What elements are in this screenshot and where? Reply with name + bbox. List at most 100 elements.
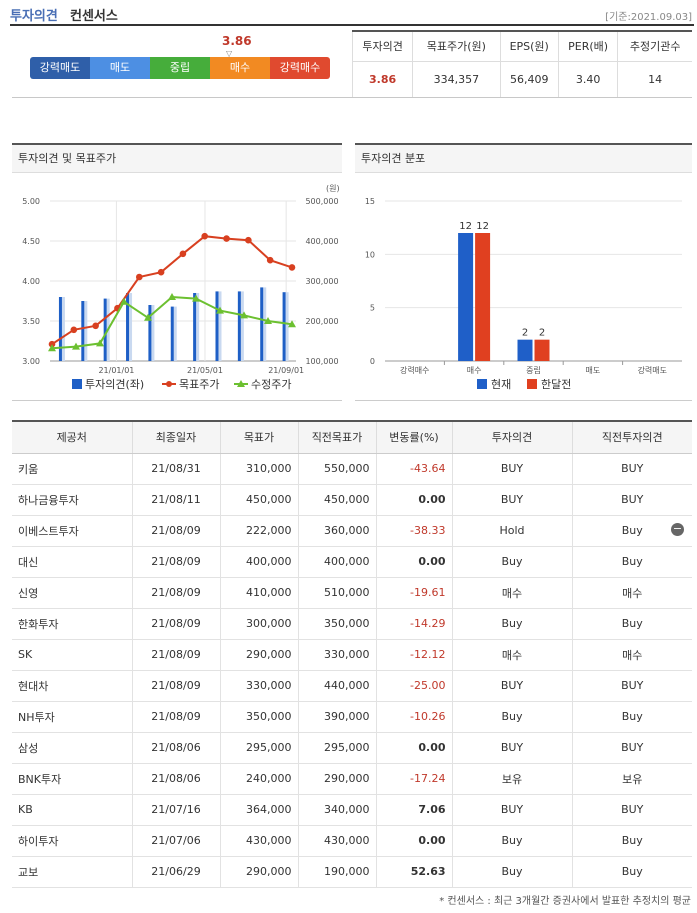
- consensus-marker-icon: ▽: [226, 49, 233, 58]
- legend-label-opinion: 투자의견(좌): [85, 378, 144, 391]
- broker-row[interactable]: 하이투자 21/07/06 430,000 430,000 0.00 Buy Buy: [12, 825, 692, 857]
- broker-cell: 295,000: [219, 732, 298, 764]
- broker-cell: -12.12: [375, 639, 452, 671]
- broker-cell: 이베스트투자: [12, 515, 132, 547]
- summary-table: 투자의견 목표주가(원) EPS(원) PER(배) 추정기관수 3.86 33…: [351, 30, 692, 97]
- broker-cell: KB: [12, 794, 132, 826]
- broker-row[interactable]: NH투자 21/08/09 350,000 390,000 -10.26 Buy Buy: [12, 701, 692, 733]
- opinion-bar-shadow: [285, 292, 289, 361]
- broker-cell: 7.06: [375, 794, 452, 826]
- y-axis-tick: 15: [365, 197, 375, 206]
- broker-cell: 삼성: [12, 732, 132, 764]
- collapse-icon[interactable]: −: [671, 521, 684, 536]
- opinion-bar: [237, 291, 241, 361]
- broker-cell: 0.00: [375, 484, 452, 516]
- broker-cell: 430,000: [297, 825, 376, 857]
- broker-cell: -14.29: [375, 608, 452, 640]
- broker-cell: 400,000: [219, 546, 298, 578]
- broker-cell: BUY: [451, 732, 572, 764]
- opinion-bar: [148, 305, 152, 361]
- broker-cell: 21/08/09: [131, 515, 220, 547]
- broker-cell: 350,000: [219, 701, 298, 733]
- x-axis-category: 매도: [586, 366, 601, 375]
- broker-cell: 450,000: [219, 484, 298, 516]
- broker-row[interactable]: 교보 21/06/29 290,000 190,000 52.63 Buy Buy: [12, 856, 692, 888]
- broker-cell: 52.63: [375, 856, 452, 888]
- target-price-line: [51, 235, 293, 346]
- broker-cell: Buy: [571, 825, 692, 857]
- bar-data-label: 2: [539, 328, 545, 339]
- broker-cell: NH투자: [12, 701, 132, 733]
- broker-cell: BUY: [571, 453, 692, 485]
- opinion-bar-shadow: [61, 297, 65, 361]
- legend-swatch-current: [477, 379, 487, 389]
- left-axis-tick: 3.50: [22, 317, 40, 326]
- broker-cell: -17.24: [375, 763, 452, 795]
- broker-row[interactable]: KB 21/07/16 364,000 340,000 7.06 BUY BUY: [12, 794, 692, 826]
- reference-date: [기준:2021.09.03]: [605, 12, 692, 23]
- current-bar: [517, 339, 533, 361]
- broker-cell: 매수: [451, 577, 572, 609]
- left-axis-tick: 4.50: [22, 237, 40, 246]
- broker-cell: 21/07/06: [131, 825, 220, 857]
- summary-eps: 56,409: [499, 61, 559, 97]
- consensus-marker-value: 3.86: [222, 34, 252, 48]
- adjusted-price-point: [216, 306, 224, 314]
- broker-col-header: 직전투자의견: [571, 420, 692, 454]
- page-header: 투자의견 컨센서스 [기준:2021.09.03]: [10, 4, 694, 26]
- target-price-point: [266, 256, 274, 264]
- target-price-point: [288, 264, 296, 271]
- consensus-summary: 3.86 ▽ 강력매도 매도 중립 매수 강력매수 투자의견 목표주가(원) E…: [12, 30, 692, 98]
- target-price-point: [135, 273, 143, 281]
- broker-row[interactable]: 신영 21/08/09 410,000 510,000 -19.61 매수 매수: [12, 577, 692, 609]
- opinion-target-chart: 3.00 3.50 4.00 4.50 5.00 100,000 200,000 300,00…: [22, 184, 339, 391]
- adjusted-price-point: [288, 320, 296, 328]
- adjusted-price-point: [264, 317, 272, 324]
- opinion-bar: [260, 287, 264, 361]
- opinion-bar-shadow: [151, 305, 155, 361]
- chart2-title: 투자의견 분포: [355, 145, 692, 173]
- broker-col-header: 최종일자: [131, 420, 220, 454]
- broker-cell: BUY: [571, 670, 692, 702]
- opinion-bar-shadow: [84, 301, 88, 361]
- broker-table: 제공처 최종일자 목표가 직전목표가 변동률(%) 투자의견 직전투자의견 키움 21/08/…: [12, 420, 692, 888]
- broker-cell: 330,000: [297, 639, 376, 671]
- right-axis-tick: 400,000: [305, 237, 338, 246]
- legend-label-month-ago: 한달전: [541, 378, 571, 391]
- broker-cell: 21/08/09: [131, 670, 220, 702]
- broker-row[interactable]: 현대차 21/08/09 330,000 440,000 -25.00 BUY BUY: [12, 670, 692, 702]
- y-axis-tick: 5: [370, 304, 375, 313]
- broker-row[interactable]: 하나금융투자 21/08/11 450,000 450,000 0.00 BUY BUY: [12, 484, 692, 516]
- opinion-target-chart-panel: 투자의견 및 목표주가 3.00 3.50 4.00 4.50 5.00 100,000 2…: [12, 143, 342, 401]
- broker-cell: -43.64: [375, 453, 452, 485]
- opinion-distribution-chart-panel: 투자의견 분포 0 5 10 15 강력매수 매수 12 12 중립 2 2 매도 강력매도 현재 한달전: [355, 143, 692, 401]
- scale-strong-buy: 강력매수: [270, 57, 330, 79]
- broker-row[interactable]: BNK투자 21/08/06 240,000 290,000 -17.24 보유 보유: [12, 763, 692, 795]
- adjusted-price-point: [72, 342, 80, 350]
- legend-label-target: 목표주가: [179, 378, 219, 391]
- broker-cell: 0.00: [375, 546, 452, 578]
- legend-swatch-target: [166, 381, 172, 387]
- broker-row[interactable]: 삼성 21/08/06 295,000 295,000 0.00 BUY BUY: [12, 732, 692, 764]
- broker-row[interactable]: 이베스트투자 21/08/09 222,000 360,000 -38.33 Hold Bu…: [12, 515, 692, 547]
- broker-row[interactable]: 대신 21/08/09 400,000 400,000 0.00 Buy Buy: [12, 546, 692, 578]
- broker-cell: 400,000: [297, 546, 376, 578]
- broker-cell: 21/08/11: [131, 484, 220, 516]
- summary-header: 추정기관수: [617, 30, 692, 62]
- broker-cell: 364,000: [219, 794, 298, 826]
- broker-col-header: 목표가: [219, 420, 298, 454]
- x-axis-category: 강력매수: [400, 365, 429, 375]
- broker-cell: 21/08/31: [131, 453, 220, 485]
- broker-cell: SK: [12, 639, 132, 671]
- target-price-point: [70, 326, 78, 334]
- broker-cell: Buy: [571, 546, 692, 578]
- broker-row[interactable]: SK 21/08/09 290,000 330,000 -12.12 매수 매수: [12, 639, 692, 671]
- broker-cell: 현대차: [12, 670, 132, 702]
- legend-swatch-bar: [72, 379, 82, 389]
- broker-row[interactable]: 한화투자 21/08/09 300,000 350,000 -14.29 Buy Buy: [12, 608, 692, 640]
- summary-header: 투자의견: [351, 30, 413, 62]
- target-price-point: [92, 322, 99, 330]
- broker-row[interactable]: 키움 21/08/31 310,000 550,000 -43.64 BUY BUY: [12, 453, 692, 485]
- opinion-bar-shadow: [196, 293, 200, 361]
